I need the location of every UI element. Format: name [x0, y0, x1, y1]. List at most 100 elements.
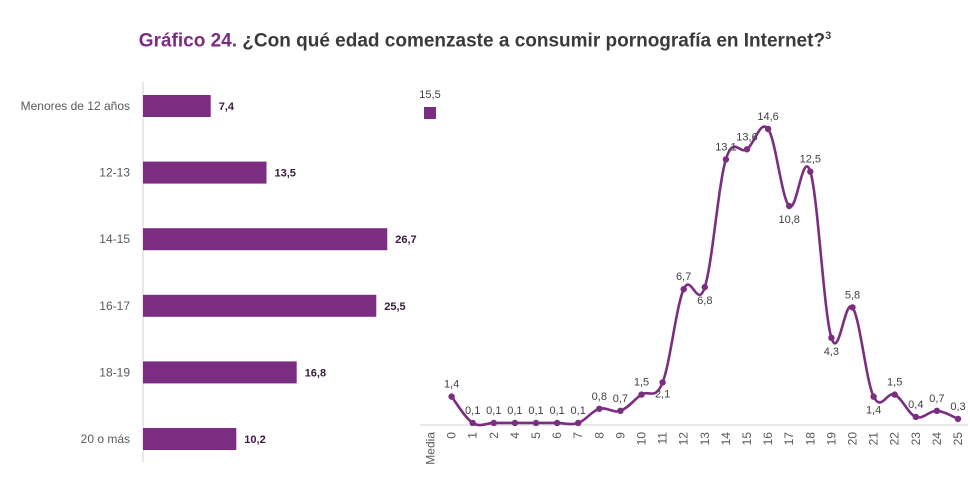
- data-point: [659, 379, 666, 386]
- point-value-label: 13,6: [736, 131, 757, 143]
- data-point: [891, 391, 898, 398]
- line-x-tick-label: 11: [656, 432, 670, 445]
- point-value-label: 1,4: [444, 379, 459, 391]
- data-point: [849, 304, 856, 311]
- bar: [143, 161, 267, 184]
- chart-question: ¿Con qué edad comenzaste a consumir porn…: [242, 30, 826, 52]
- line-x-tick-label: 19: [824, 432, 838, 446]
- line-x-tick-label: 14: [719, 432, 733, 446]
- line-x-tick-label: 13: [698, 432, 712, 446]
- point-value-label: 5,8: [845, 289, 860, 301]
- bar-category-label: Menores de 12 años: [21, 99, 130, 113]
- data-point: [786, 202, 793, 210]
- bar-value-label: 10,2: [244, 434, 265, 446]
- data-point: [828, 334, 835, 342]
- line-x-tick-label: 24: [930, 432, 944, 446]
- line-x-tick-label: 12: [677, 432, 691, 446]
- bar-category-label: 16-17: [99, 299, 130, 313]
- point-value-label: 0,7: [613, 393, 628, 405]
- chart-number: Gráfico 24.: [138, 30, 238, 52]
- line-x-tick-label: 17: [782, 432, 796, 446]
- bar-value-label: 16,8: [305, 367, 326, 379]
- bar-category-label: 20 o más: [81, 432, 130, 446]
- line-x-tick-label: 9: [613, 432, 627, 439]
- data-point: [532, 419, 540, 427]
- data-point: [490, 419, 497, 427]
- data-point: [575, 419, 582, 427]
- line-x-tick-label: 20: [846, 432, 860, 446]
- data-point: [870, 393, 877, 400]
- data-point: [638, 391, 645, 398]
- point-value-label: 1,4: [866, 405, 881, 417]
- data-point: [617, 407, 624, 415]
- bar: [143, 361, 297, 384]
- point-value-label: 1,5: [887, 377, 902, 389]
- point-value-label: 12,5: [800, 154, 821, 166]
- bar: [143, 428, 237, 450]
- point-value-label: 2,1: [655, 388, 670, 400]
- line-x-tick-label: 15: [740, 432, 754, 446]
- data-point: [743, 146, 751, 153]
- data-point: [764, 125, 772, 133]
- bar: [143, 95, 211, 117]
- data-point: [596, 405, 603, 412]
- point-value-label: 14,6: [757, 111, 778, 123]
- line-x-tick-label: 18: [803, 432, 817, 446]
- line-x-tick-label: 5: [529, 432, 543, 439]
- data-point: [954, 415, 962, 423]
- series-line: [450, 125, 959, 427]
- bar-value-label: 13,5: [275, 168, 296, 180]
- line-x-tick-label: Media: [424, 432, 438, 465]
- bar-value-label: 26,7: [395, 234, 416, 246]
- point-value-label: 6,7: [676, 271, 691, 283]
- point-value-label: 4,3: [824, 346, 839, 358]
- media-value-label: 15,5: [419, 89, 440, 101]
- chart-title: Gráfico 24. ¿Con qué edad comenzaste a c…: [0, 30, 970, 52]
- line-x-tick-label: 1: [466, 432, 480, 439]
- line-x-tick-label: 2: [487, 432, 501, 439]
- bar-chart: Menores de 12 años 7,4 12-13 13,5 14-15 26,7 1…: [21, 95, 417, 450]
- point-value-label: 0,1: [549, 405, 564, 417]
- point-value-label: 1,5: [634, 377, 649, 389]
- media-marker: [424, 107, 436, 119]
- point-value-label: 0,8: [592, 391, 607, 403]
- line-chart: Media 0 1 2 4 5 6 7 8 9 10 11 12 13 14 15 16 17 18 19 20 21 22…: [419, 89, 965, 465]
- data-point: [469, 419, 476, 427]
- line-x-tick-label: 7: [571, 432, 585, 439]
- point-value-label: 10,8: [778, 214, 799, 226]
- line-x-tick-label: 25: [951, 432, 965, 446]
- point-value-label: 0,1: [486, 405, 501, 417]
- bar-value-label: 25,5: [384, 301, 405, 313]
- line-x-tick-label: 8: [592, 432, 606, 439]
- point-value-label: 0,7: [929, 393, 944, 405]
- bar-value-label: 7,4: [219, 101, 235, 113]
- point-value-label: 0,1: [507, 405, 522, 417]
- data-point: [807, 168, 814, 175]
- line-x-tick-label: 10: [635, 432, 649, 446]
- line-x-tick-label: 0: [445, 432, 459, 439]
- line-x-tick-label: 23: [909, 432, 923, 446]
- point-value-label: 13,1: [715, 141, 736, 153]
- point-value-label: 0,3: [950, 401, 965, 413]
- bar-category-label: 14-15: [99, 232, 130, 246]
- data-point: [912, 413, 919, 421]
- line-x-tick-label: 4: [508, 432, 522, 439]
- bar-category-label: 12-13: [99, 166, 130, 180]
- line-x-tick-label: 6: [550, 432, 564, 439]
- point-value-label: 0,1: [528, 405, 543, 417]
- point-value-label: 6,8: [697, 295, 712, 307]
- data-point: [722, 156, 730, 163]
- data-point: [933, 407, 941, 415]
- point-value-label: 0,1: [465, 405, 480, 417]
- data-point: [680, 285, 687, 293]
- point-value-label: 0,1: [571, 405, 586, 417]
- point-value-label: 0,4: [908, 399, 923, 411]
- data-point: [701, 283, 708, 291]
- data-point: [553, 419, 561, 427]
- bar: [143, 294, 377, 317]
- bar: [143, 228, 388, 251]
- data-point: [448, 393, 455, 400]
- line-x-tick-label: 21: [867, 432, 881, 446]
- line-x-tick-label: 16: [761, 432, 775, 446]
